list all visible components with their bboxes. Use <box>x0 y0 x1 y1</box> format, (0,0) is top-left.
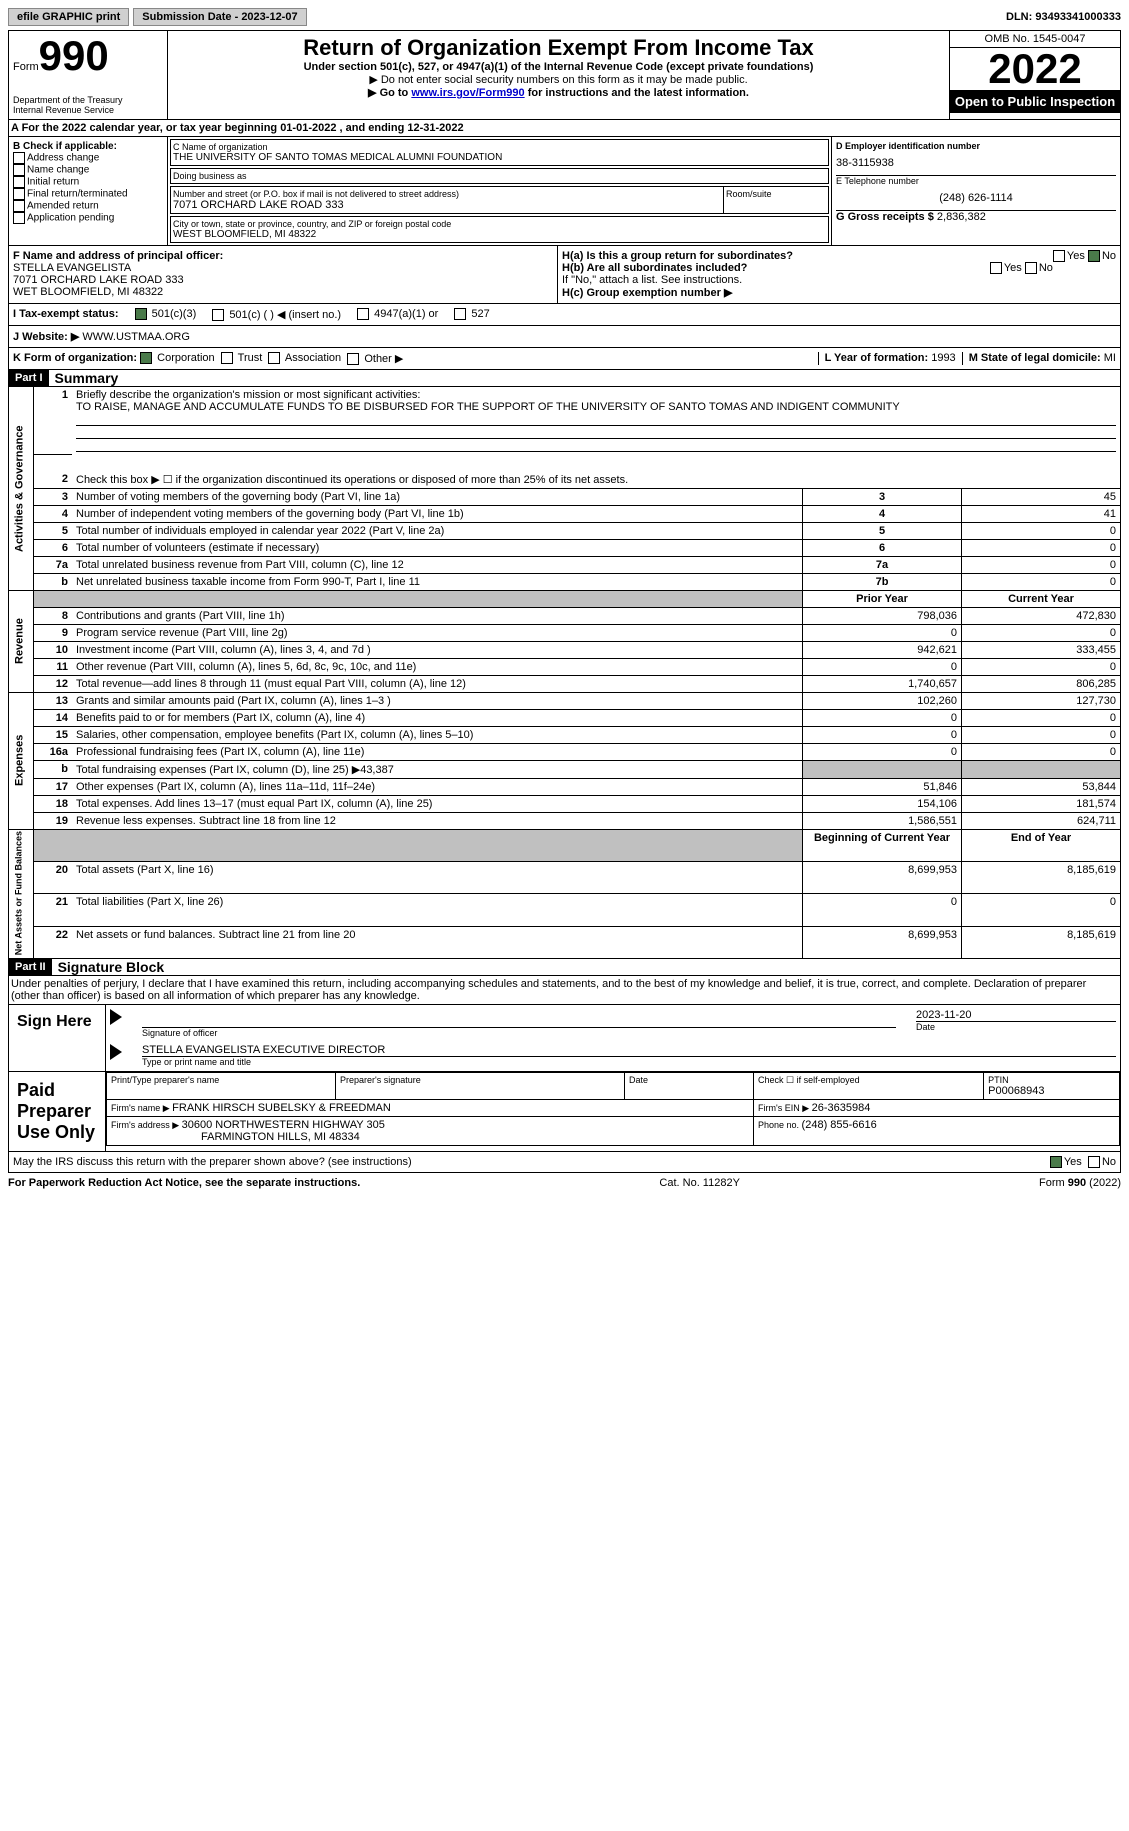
penalty-text: Under penalties of perjury, I declare th… <box>8 976 1121 1005</box>
hb-yes[interactable] <box>990 262 1002 274</box>
part1-title: Summary <box>49 370 119 386</box>
arrow-icon <box>110 1009 122 1025</box>
form-note-ssn: ▶ Do not enter social security numbers o… <box>172 73 945 86</box>
ck-501c3[interactable] <box>135 308 147 320</box>
discuss-row: May the IRS discuss this return with the… <box>8 1152 1121 1173</box>
ein-value: 38-3115938 <box>836 151 1116 175</box>
form-header: Form990 Department of the TreasuryIntern… <box>8 30 1121 120</box>
gross-receipts: G Gross receipts $ 2,836,382 <box>836 210 1116 223</box>
ck-app-pending[interactable] <box>13 212 25 224</box>
paid-prep-label: Paid Preparer Use Only <box>9 1072 106 1151</box>
form-word: Form <box>13 61 39 73</box>
ck-501c[interactable] <box>212 309 224 321</box>
page-footer: For Paperwork Reduction Act Notice, see … <box>8 1173 1121 1189</box>
arrow-icon <box>110 1044 122 1060</box>
gov-sidebar: Activities & Governance <box>9 387 34 590</box>
ck-527[interactable] <box>454 308 466 320</box>
ck-4947[interactable] <box>357 308 369 320</box>
website-row: J Website: ▶ WWW.USTMAA.ORG <box>8 326 1121 348</box>
officer-name-title: STELLA EVANGELISTA EXECUTIVE DIRECTOR <box>142 1044 1116 1057</box>
form-number: 990 <box>39 32 109 79</box>
hc-row: H(c) Group exemption number ▶ <box>562 286 1116 299</box>
k-row: K Form of organization: Corporation Trus… <box>8 348 1121 370</box>
dln-label: DLN: 93493341000333 <box>1006 11 1121 23</box>
ck-amended[interactable] <box>13 200 25 212</box>
submission-date-button[interactable]: Submission Date - 2023-12-07 <box>133 8 306 26</box>
tax-exempt-row: I Tax-exempt status: 501(c)(3) 501(c) ( … <box>8 304 1121 326</box>
ck-name-change[interactable] <box>13 164 25 176</box>
discuss-yes[interactable] <box>1050 1156 1062 1168</box>
ck-corp[interactable] <box>140 352 152 364</box>
part2-title: Signature Block <box>52 959 165 975</box>
ck-address-change[interactable] <box>13 152 25 164</box>
tax-year: 2022 <box>950 48 1120 90</box>
ha-row: H(a) Is this a group return for subordin… <box>562 250 1116 262</box>
exp-sidebar: Expenses <box>9 692 34 829</box>
period-line: A For the 2022 calendar year, or tax yea… <box>8 120 1121 137</box>
dept-label: Department of the TreasuryInternal Reven… <box>13 95 163 115</box>
net-sidebar: Net Assets or Fund Balances <box>9 829 34 958</box>
top-bar: efile GRAPHIC print Submission Date - 20… <box>8 8 1121 26</box>
org-address: 7071 ORCHARD LAKE ROAD 333 <box>173 199 721 211</box>
ck-initial-return[interactable] <box>13 176 25 188</box>
ck-assoc[interactable] <box>268 352 280 364</box>
hb-no[interactable] <box>1025 262 1037 274</box>
ha-yes[interactable] <box>1053 250 1065 262</box>
org-city: WEST BLOOMFIELD, MI 48322 <box>173 229 826 240</box>
form-subtitle: Under section 501(c), 527, or 4947(a)(1)… <box>172 61 945 73</box>
rev-sidebar: Revenue <box>9 590 34 692</box>
org-name: THE UNIVERSITY OF SANTO TOMAS MEDICAL AL… <box>173 152 826 163</box>
irs-link[interactable]: www.irs.gov/Form990 <box>411 87 524 99</box>
ck-trust[interactable] <box>221 352 233 364</box>
ck-other[interactable] <box>347 353 359 365</box>
mission-text: TO RAISE, MANAGE AND ACCUMULATE FUNDS TO… <box>76 401 900 413</box>
officer-name: STELLA EVANGELISTA <box>13 262 553 274</box>
open-public-badge: Open to Public Inspection <box>950 90 1120 113</box>
ha-no[interactable] <box>1088 250 1100 262</box>
col-b-checkboxes: B Check if applicable: Address change Na… <box>8 137 168 246</box>
form-title: Return of Organization Exempt From Incom… <box>172 35 945 61</box>
summary-table: Activities & Governance 1 Briefly descri… <box>8 387 1121 959</box>
sign-here-label: Sign Here <box>9 1005 106 1071</box>
form-note-link: ▶ Go to www.irs.gov/Form990 for instruct… <box>172 86 945 99</box>
discuss-no[interactable] <box>1088 1156 1100 1168</box>
ck-final-return[interactable] <box>13 188 25 200</box>
part2-header: Part II <box>9 959 52 975</box>
part1-header: Part I <box>9 370 49 386</box>
phone-value: (248) 626-1114 <box>836 186 1116 210</box>
efile-print-button[interactable]: efile GRAPHIC print <box>8 8 129 26</box>
hb-row: H(b) Are all subordinates included? Yes … <box>562 262 1116 274</box>
